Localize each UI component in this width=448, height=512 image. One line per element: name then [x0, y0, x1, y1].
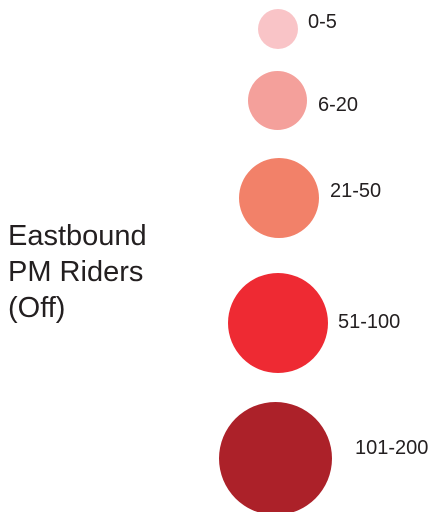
legend-circle-0-5: [258, 9, 298, 49]
legend-label-21-50: 21-50: [330, 180, 382, 202]
legend-title: Eastbound PM Riders (Off): [8, 218, 188, 326]
legend-title-line-2: PM Riders: [8, 256, 144, 288]
legend-label-101-200: 101-200: [355, 437, 429, 459]
legend-label-51-100: 51-100: [338, 311, 401, 333]
legend-label-0-5: 0-5: [308, 11, 337, 33]
legend-circle-6-20: [248, 71, 307, 130]
legend-title-line-1: Eastbound: [8, 220, 147, 252]
legend-circle-51-100: [228, 273, 328, 373]
legend-circle-21-50: [239, 158, 319, 238]
legend-label-6-20: 6-20: [318, 94, 359, 116]
legend-circle-101-200: [219, 402, 332, 512]
legend-title-line-3: (Off): [8, 292, 66, 324]
